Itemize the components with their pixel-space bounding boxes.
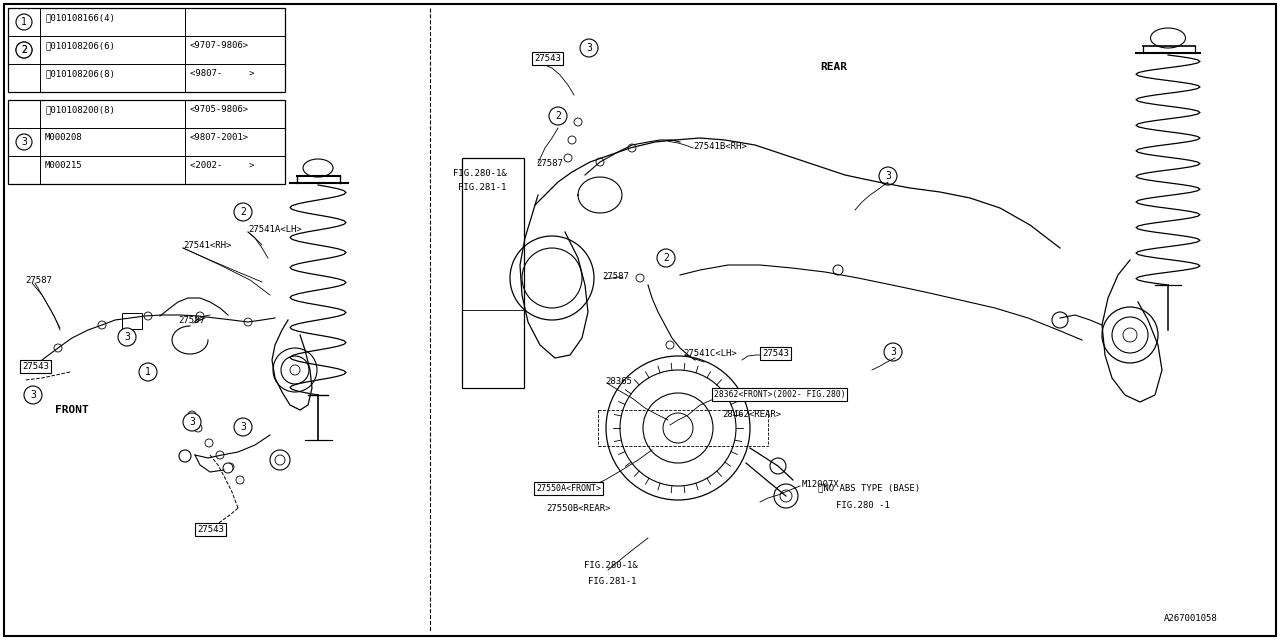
Circle shape xyxy=(15,14,32,30)
Text: 3: 3 xyxy=(124,332,131,342)
Text: 28365: 28365 xyxy=(605,377,632,386)
Text: FIG.281-1: FIG.281-1 xyxy=(458,183,507,192)
Text: <9707-9806>: <9707-9806> xyxy=(189,41,250,50)
Text: M000215: M000215 xyxy=(45,161,83,170)
Text: 3: 3 xyxy=(189,417,195,427)
Text: A267001058: A267001058 xyxy=(1164,614,1217,623)
Text: ※NO ABS TYPE (BASE): ※NO ABS TYPE (BASE) xyxy=(818,483,920,492)
Text: 28462<REAR>: 28462<REAR> xyxy=(722,410,781,419)
Text: 2: 2 xyxy=(241,207,246,217)
Circle shape xyxy=(118,328,136,346)
Text: 27541A<LH>: 27541A<LH> xyxy=(248,225,302,234)
Text: Ⓑ010108206(6): Ⓑ010108206(6) xyxy=(45,41,115,50)
Text: <9807-2001>: <9807-2001> xyxy=(189,133,250,142)
Circle shape xyxy=(774,484,797,508)
Bar xyxy=(462,158,524,388)
Text: 27541<RH>: 27541<RH> xyxy=(183,241,232,250)
Text: 28362<FRONT>(2002- FIG.280): 28362<FRONT>(2002- FIG.280) xyxy=(714,390,846,399)
Text: 27587: 27587 xyxy=(178,316,205,325)
Circle shape xyxy=(223,463,233,473)
Ellipse shape xyxy=(303,159,333,177)
Circle shape xyxy=(234,418,252,436)
Text: 3: 3 xyxy=(20,137,27,147)
Ellipse shape xyxy=(1151,28,1185,48)
Text: FRONT: FRONT xyxy=(55,405,88,415)
Text: 27587: 27587 xyxy=(536,159,563,168)
Circle shape xyxy=(15,42,32,58)
Text: FIG.280-1&: FIG.280-1& xyxy=(584,561,637,570)
Text: 27543: 27543 xyxy=(22,362,49,371)
Text: 3: 3 xyxy=(890,347,896,357)
Circle shape xyxy=(509,236,594,320)
Text: 2: 2 xyxy=(20,45,27,55)
Text: 27543: 27543 xyxy=(534,54,561,63)
Text: FIG.281-1: FIG.281-1 xyxy=(588,577,636,586)
Circle shape xyxy=(1052,312,1068,328)
Circle shape xyxy=(179,450,191,462)
Circle shape xyxy=(1102,307,1158,363)
Circle shape xyxy=(24,386,42,404)
Text: 27541B<RH>: 27541B<RH> xyxy=(692,142,746,151)
Text: 2: 2 xyxy=(556,111,561,121)
Bar xyxy=(8,8,285,92)
Circle shape xyxy=(273,348,317,392)
Circle shape xyxy=(15,42,32,58)
Bar xyxy=(8,100,285,184)
Text: 27550A<FRONT>: 27550A<FRONT> xyxy=(536,484,602,493)
Circle shape xyxy=(15,134,32,150)
Circle shape xyxy=(549,107,567,125)
Text: 2: 2 xyxy=(663,253,669,263)
Text: 27543: 27543 xyxy=(197,525,224,534)
Text: <9807-     >: <9807- > xyxy=(189,69,255,78)
Text: 1: 1 xyxy=(145,367,151,377)
Circle shape xyxy=(605,356,750,500)
Text: FIG.280 -1: FIG.280 -1 xyxy=(836,501,890,510)
Circle shape xyxy=(884,343,902,361)
Text: 27587: 27587 xyxy=(602,272,628,281)
Text: M000208: M000208 xyxy=(45,133,83,142)
Circle shape xyxy=(270,450,291,470)
Circle shape xyxy=(771,458,786,474)
Circle shape xyxy=(833,265,844,275)
Text: 27541C<LH>: 27541C<LH> xyxy=(684,349,737,358)
Text: M12007X: M12007X xyxy=(803,480,840,489)
Text: <2002-     >: <2002- > xyxy=(189,161,255,170)
Text: REAR: REAR xyxy=(820,62,847,72)
Circle shape xyxy=(183,413,201,431)
Text: Ⓑ010108166(4): Ⓑ010108166(4) xyxy=(45,13,115,22)
Circle shape xyxy=(234,203,252,221)
Text: FIG.280-1&: FIG.280-1& xyxy=(453,169,507,178)
Text: 3: 3 xyxy=(884,171,891,181)
Text: 3: 3 xyxy=(29,390,36,400)
Circle shape xyxy=(879,167,897,185)
Text: Ⓑ010108200(8): Ⓑ010108200(8) xyxy=(45,105,115,114)
Text: 27543: 27543 xyxy=(762,349,788,358)
Text: <9705-9806>: <9705-9806> xyxy=(189,105,250,114)
Circle shape xyxy=(140,363,157,381)
Text: 2: 2 xyxy=(20,45,27,55)
Bar xyxy=(122,313,142,329)
Circle shape xyxy=(657,249,675,267)
Text: 1: 1 xyxy=(20,17,27,27)
Text: 27587: 27587 xyxy=(26,276,52,285)
Text: 27550B<REAR>: 27550B<REAR> xyxy=(547,504,611,513)
Text: 3: 3 xyxy=(241,422,246,432)
Circle shape xyxy=(580,39,598,57)
Text: Ⓑ010108206(8): Ⓑ010108206(8) xyxy=(45,69,115,78)
Text: 3: 3 xyxy=(586,43,591,53)
